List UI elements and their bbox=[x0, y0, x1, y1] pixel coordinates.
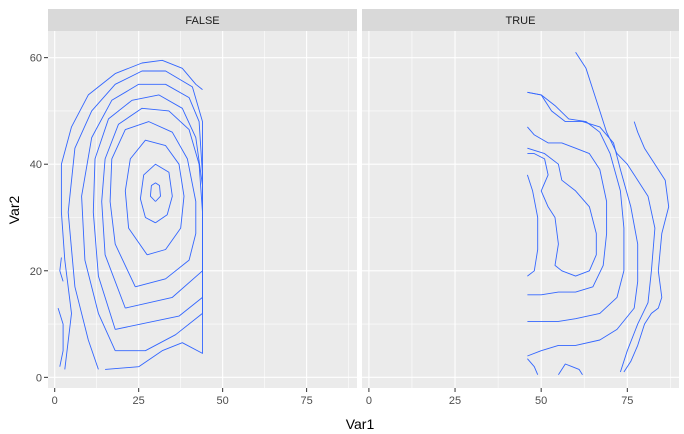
contour-line bbox=[59, 257, 64, 282]
facet-true: TRUE bbox=[362, 9, 679, 388]
x-tick-label: 25 bbox=[449, 395, 461, 407]
strip-label-false: FALSE bbox=[185, 15, 219, 27]
y-axis: 0 20 40 60 bbox=[30, 53, 48, 384]
panel-true bbox=[362, 31, 679, 388]
gridlines-true bbox=[362, 31, 679, 388]
contour-line bbox=[60, 59, 203, 370]
x-tick-label: 75 bbox=[300, 395, 312, 407]
x-tick-label: 0 bbox=[52, 395, 58, 407]
x-tick-label: 0 bbox=[366, 395, 372, 407]
contour-line bbox=[526, 174, 539, 277]
x-tick-label: 50 bbox=[217, 395, 229, 407]
contour-line bbox=[575, 52, 656, 373]
contour-line bbox=[81, 83, 203, 352]
contour-line bbox=[139, 163, 173, 224]
contour-line bbox=[527, 126, 608, 296]
contour-line bbox=[67, 70, 203, 370]
facet-false: FALSE bbox=[48, 9, 357, 388]
x-tick-label: 75 bbox=[621, 395, 633, 407]
y-tick-label: 20 bbox=[30, 266, 42, 278]
x-axis-true: 0 25 50 75 bbox=[366, 388, 633, 407]
contour-line bbox=[558, 363, 583, 375]
contour-line bbox=[527, 358, 539, 375]
contour-line bbox=[109, 121, 197, 288]
strip-true bbox=[362, 9, 679, 31]
x-axis-false: 0 25 50 75 bbox=[52, 388, 313, 407]
contour-line bbox=[527, 91, 639, 357]
y-tick-label: 40 bbox=[30, 159, 42, 171]
contour-line bbox=[527, 147, 597, 277]
contour-line bbox=[57, 307, 64, 367]
y-tick-label: 0 bbox=[36, 372, 42, 384]
contours-false bbox=[57, 59, 203, 370]
y-tick-label: 60 bbox=[30, 53, 42, 65]
contour-line bbox=[124, 139, 185, 256]
contour-line bbox=[149, 182, 161, 202]
contour-line bbox=[527, 91, 625, 322]
contour-line bbox=[623, 121, 670, 373]
x-axis-title: Var1 bbox=[346, 416, 375, 432]
contours-true bbox=[526, 52, 670, 375]
x-tick-label: 50 bbox=[535, 395, 547, 407]
strip-label-true: TRUE bbox=[506, 15, 536, 27]
strip-false bbox=[48, 9, 357, 31]
y-axis-title: Var2 bbox=[6, 196, 22, 225]
x-tick-label: 25 bbox=[133, 395, 145, 407]
